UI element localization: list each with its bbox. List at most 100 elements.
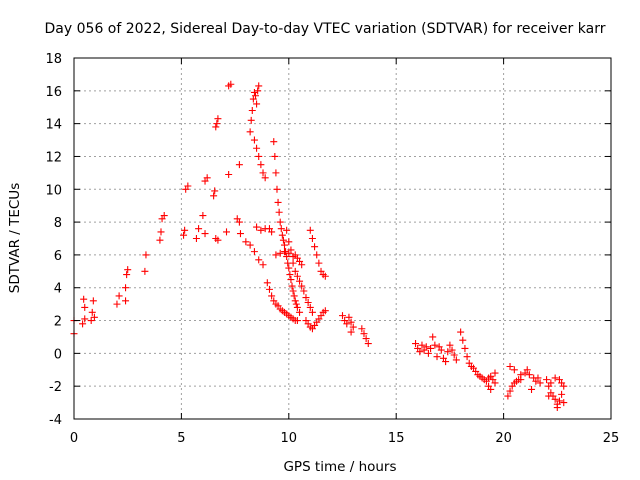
y-tick-label: 18 (45, 52, 62, 67)
data-point (181, 226, 189, 234)
data-point (291, 267, 299, 275)
data-point (560, 399, 568, 407)
data-point (270, 138, 278, 146)
data-point (288, 282, 296, 290)
data-point (254, 87, 262, 95)
data-point (250, 136, 258, 144)
data-point (347, 328, 355, 336)
data-point (292, 300, 300, 308)
data-point (555, 397, 563, 405)
data-point (87, 317, 95, 325)
data-point (81, 303, 89, 311)
data-point (506, 362, 514, 370)
data-point (446, 341, 454, 349)
y-tick-label: 10 (45, 183, 62, 198)
data-point (345, 313, 353, 321)
data-point (558, 390, 566, 398)
data-point (184, 182, 192, 190)
data-point (429, 333, 437, 341)
data-point (306, 226, 314, 234)
y-tick-label: 6 (54, 249, 62, 264)
data-point (210, 192, 218, 200)
data-point (79, 320, 87, 328)
data-point (339, 312, 346, 320)
data-point (247, 116, 255, 124)
data-point (536, 379, 544, 387)
data-point (293, 272, 301, 280)
data-point (416, 348, 424, 356)
data-point (302, 294, 310, 302)
data-point (285, 238, 293, 246)
data-point (89, 297, 97, 305)
grid (74, 58, 611, 419)
y-tick-label: -4 (49, 413, 62, 428)
data-point (558, 379, 566, 387)
data-point (246, 128, 254, 136)
data-point (248, 107, 256, 115)
data-point (424, 349, 432, 357)
data-point (293, 317, 301, 325)
y-axis-ticks: -4 -2 0 2 4 6 8 10 12 14 16 18 (45, 52, 611, 428)
data-point (315, 259, 323, 267)
data-point (448, 346, 456, 354)
data-point (122, 284, 130, 292)
data-point (287, 246, 295, 254)
data-point (180, 231, 188, 239)
data-point (528, 385, 536, 393)
data-point (255, 256, 263, 264)
data-point (203, 174, 211, 182)
data-point (290, 292, 298, 300)
data-point (156, 236, 164, 244)
data-point (255, 152, 263, 160)
data-point (272, 169, 280, 177)
data-point (491, 369, 499, 377)
data-point (543, 376, 551, 384)
data-point (252, 92, 260, 100)
data-point (450, 351, 458, 359)
data-point (523, 366, 531, 374)
data-point (300, 287, 308, 295)
data-point (123, 271, 131, 279)
data-point (534, 374, 542, 382)
data-point (433, 353, 441, 361)
data-point (311, 243, 319, 251)
data-point (250, 248, 258, 256)
x-tick-label: 15 (388, 431, 405, 446)
data-point (313, 251, 321, 259)
x-tick-label: 10 (281, 431, 298, 446)
y-axis-label: SDTVAR / TECUs (7, 183, 23, 293)
y-tick-label: 16 (45, 85, 62, 100)
data-point (88, 308, 96, 316)
data-point (545, 392, 553, 400)
data-point (491, 379, 499, 387)
data-point (296, 308, 304, 316)
data-point (551, 374, 559, 382)
data-point (463, 353, 471, 361)
data-point (253, 223, 261, 231)
data-point (360, 330, 368, 338)
data-point (268, 292, 276, 300)
data-point (277, 225, 285, 233)
y-tick-label: 2 (54, 315, 62, 330)
data-point (442, 358, 450, 366)
data-point (90, 313, 98, 321)
data-point (418, 341, 426, 349)
data-point (214, 115, 222, 123)
y-tick-label: 14 (45, 118, 62, 133)
data-point (296, 277, 304, 285)
data-point (281, 241, 289, 249)
data-point (444, 348, 452, 356)
data-point (142, 251, 150, 259)
data-point (349, 323, 357, 331)
data-point (253, 144, 261, 152)
data-point (427, 344, 435, 352)
chart-title: Day 056 of 2022, Sidereal Day-to-day VTE… (45, 21, 606, 37)
data-point (276, 218, 284, 226)
data-point (263, 279, 271, 287)
data-point (287, 276, 295, 284)
data-points (70, 80, 568, 412)
data-point (273, 185, 281, 193)
data-point (461, 344, 469, 352)
y-tick-label: -2 (49, 380, 62, 395)
